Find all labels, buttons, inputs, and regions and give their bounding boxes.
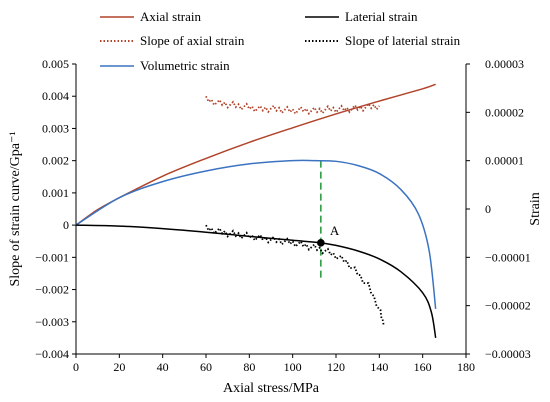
plot-area: A	[75, 83, 437, 339]
annotation-point	[317, 239, 325, 247]
y-left-tick-label: −0.001	[35, 250, 69, 264]
y-left-tick-label: 0.004	[42, 89, 69, 103]
series-line-slope-of-axial-strain	[205, 95, 381, 116]
y-left-tick-label: −0.002	[35, 283, 69, 297]
y-left-tick-label: 0.005	[42, 57, 69, 71]
y-right-tick-label: −0.00002	[485, 299, 531, 313]
y-right-tick-label: 0	[485, 202, 491, 216]
y-left-tick-label: 0.003	[42, 121, 69, 135]
y-right-tick-label: 0.00002	[485, 105, 524, 119]
x-tick-label: 120	[327, 360, 345, 374]
legend-label-volumetric-strain: Volumetric strain	[140, 58, 230, 73]
x-tick-label: 40	[157, 360, 169, 374]
annotation-label: A	[330, 223, 340, 238]
legend-label-slope-of-axial-strain: Slope of axial strain	[140, 33, 245, 48]
legend: Axial strain Slope of axial strain Volumet…	[100, 9, 461, 73]
legend-label-laterial-strain: Laterial strain	[345, 9, 418, 24]
series-line-axial-strain	[75, 83, 436, 226]
series-line-volumetric-strain	[75, 159, 437, 309]
x-tick-label: 60	[200, 360, 212, 374]
y-left-tick-label: 0.001	[42, 186, 69, 200]
y-left-tick-label: −0.003	[35, 315, 69, 329]
y-right-tick-label: 0.00003	[485, 57, 524, 71]
x-tick-label: 180	[457, 360, 475, 374]
x-tick-label: 100	[284, 360, 302, 374]
axis-labels: Axial stress/MPa Slope of strain curve/G…	[8, 131, 543, 396]
x-tick-label: 80	[243, 360, 255, 374]
series-line-slope-of-laterial-strain	[205, 224, 385, 326]
y-right-tick-label: 0.00001	[485, 154, 524, 168]
y-left-tick-label: 0	[63, 218, 69, 232]
x-tick-label: 20	[113, 360, 125, 374]
legend-label-axial-strain: Axial strain	[140, 9, 202, 24]
series-line-laterial-strain	[75, 224, 437, 339]
x-tick-label: 140	[370, 360, 388, 374]
y-left-axis-title: Slope of strain curve/Gpa⁻¹	[8, 131, 23, 286]
y-right-tick-label: −0.00001	[485, 250, 531, 264]
y-right-tick-label: −0.00003	[485, 347, 531, 361]
y-left-tick-label: −0.004	[35, 347, 69, 361]
y-left-tick-label: 0.002	[42, 154, 69, 168]
x-tick-label: 160	[414, 360, 432, 374]
x-tick-label: 0	[73, 360, 79, 374]
y-right-axis-title: Strain	[528, 192, 543, 225]
legend-label-slope-of-laterial-strain: Slope of laterial strain	[345, 33, 461, 48]
x-axis-title: Axial stress/MPa	[223, 381, 320, 396]
axes: 0 20 40 60 80 100 120 140 160 180 0.005 0.004 0.003 0…	[35, 57, 531, 374]
